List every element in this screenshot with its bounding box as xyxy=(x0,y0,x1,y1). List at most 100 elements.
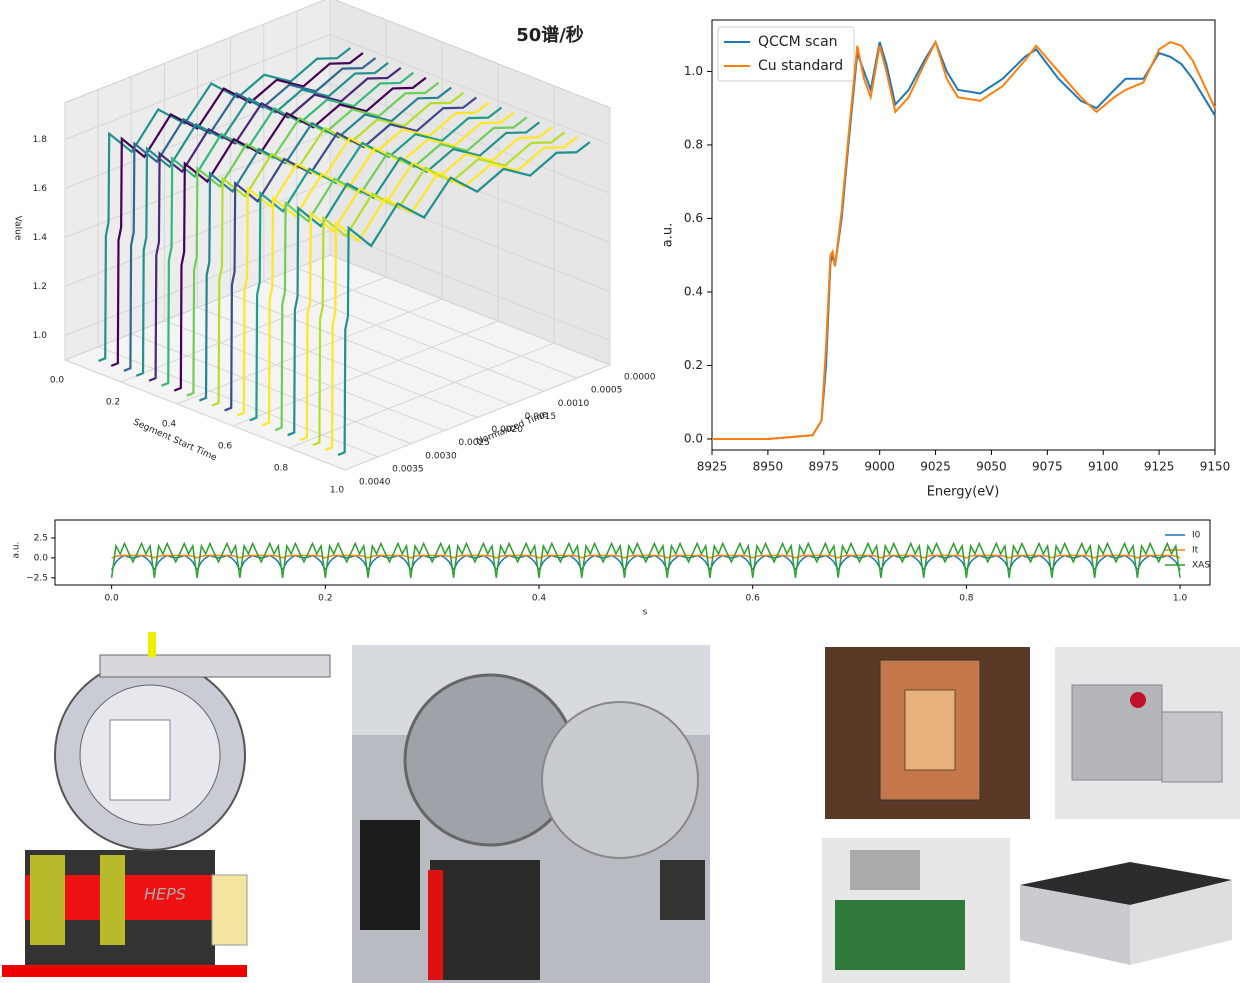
line xyxy=(751,541,797,578)
line xyxy=(1136,541,1181,578)
heps-label: HEPS xyxy=(144,885,186,904)
line xyxy=(794,554,839,571)
line xyxy=(966,554,1010,559)
plot-frame xyxy=(54,519,1211,586)
side-panel xyxy=(30,855,65,945)
z-tick-label: 1.6 xyxy=(33,184,48,194)
x-tick-label: 0.0 xyxy=(50,376,65,386)
detector xyxy=(1071,684,1163,781)
box-side xyxy=(1130,880,1232,965)
y-tick-label: 0.0010 xyxy=(558,399,590,409)
curve xyxy=(287,121,541,437)
curve xyxy=(198,86,452,402)
curve xyxy=(173,76,427,392)
line xyxy=(581,554,625,559)
line xyxy=(153,554,198,571)
grid-line xyxy=(131,333,412,445)
grid-line xyxy=(164,320,445,432)
line xyxy=(239,541,284,578)
line xyxy=(367,554,412,559)
curve xyxy=(211,91,465,407)
line xyxy=(281,554,326,571)
line xyxy=(880,541,925,578)
line xyxy=(837,554,882,559)
curve xyxy=(123,57,377,372)
box xyxy=(211,874,248,946)
x-tick-label: 9000 xyxy=(864,460,895,474)
curve xyxy=(337,141,591,457)
line xyxy=(239,554,283,559)
pcb xyxy=(835,900,965,970)
line xyxy=(1093,541,1139,578)
line xyxy=(538,554,583,571)
line xyxy=(1094,554,1138,559)
line xyxy=(752,554,796,559)
line xyxy=(282,554,326,559)
x-tick-label: 0.4 xyxy=(532,594,547,604)
y-tick-label: 0.0025 xyxy=(458,438,490,448)
curve xyxy=(148,66,402,382)
line xyxy=(496,554,540,559)
line xyxy=(495,541,540,578)
line xyxy=(965,554,1010,571)
z-tick-label: 1.4 xyxy=(33,233,48,243)
y-tick-label: 0.0005 xyxy=(591,386,623,396)
line xyxy=(324,554,369,571)
curve xyxy=(186,81,440,397)
line xyxy=(154,554,198,559)
line xyxy=(196,541,241,578)
curve xyxy=(299,126,553,442)
x-tick-label: 0.0 xyxy=(104,594,119,604)
line xyxy=(623,554,668,571)
line xyxy=(367,541,412,578)
curve xyxy=(224,96,478,412)
curve xyxy=(249,106,503,422)
machine-drawing: HEPS xyxy=(2,632,331,977)
line xyxy=(196,554,241,571)
line xyxy=(153,541,198,578)
x-tick-label: 1.0 xyxy=(330,486,345,496)
line xyxy=(666,541,711,578)
box-front xyxy=(1020,885,1130,965)
chip xyxy=(904,689,956,771)
line xyxy=(709,541,754,578)
line xyxy=(452,541,498,578)
x-tick-label: 0.2 xyxy=(106,398,120,408)
line xyxy=(1051,554,1095,559)
y-tick-label: 0.4 xyxy=(684,284,703,298)
x-tick-label: 9050 xyxy=(976,460,1007,474)
curve xyxy=(261,111,515,427)
line xyxy=(1137,554,1181,559)
y-axis-label: a.u. xyxy=(661,223,676,247)
y-tick-label: 0.0030 xyxy=(425,451,457,461)
line xyxy=(1051,554,1096,571)
curve xyxy=(236,101,490,417)
line xyxy=(923,554,967,559)
grid-line xyxy=(329,254,611,366)
line xyxy=(324,541,369,578)
line xyxy=(794,541,839,578)
heatsink xyxy=(850,850,920,890)
line xyxy=(837,541,882,578)
line xyxy=(1008,541,1053,578)
line xyxy=(196,554,241,559)
line xyxy=(666,554,711,571)
curve xyxy=(312,131,566,447)
line xyxy=(367,554,412,571)
line xyxy=(712,39,1216,440)
plot-frame xyxy=(711,19,1216,451)
x-tick-label: 9075 xyxy=(1032,460,1063,474)
x-axis-label: Energy(eV) xyxy=(927,485,1000,500)
laptop xyxy=(660,860,705,920)
y-tick-label: 0.2 xyxy=(684,358,703,372)
y-tick-label: 2.5 xyxy=(34,533,48,543)
x-tick-label: 0.6 xyxy=(746,594,761,604)
line xyxy=(581,554,626,571)
inner-stage xyxy=(109,719,171,801)
line xyxy=(624,554,668,559)
curve xyxy=(274,116,528,432)
x-tick-label: 9125 xyxy=(1144,460,1175,474)
line xyxy=(110,541,156,578)
z-tick-label: 1.0 xyxy=(33,331,48,341)
